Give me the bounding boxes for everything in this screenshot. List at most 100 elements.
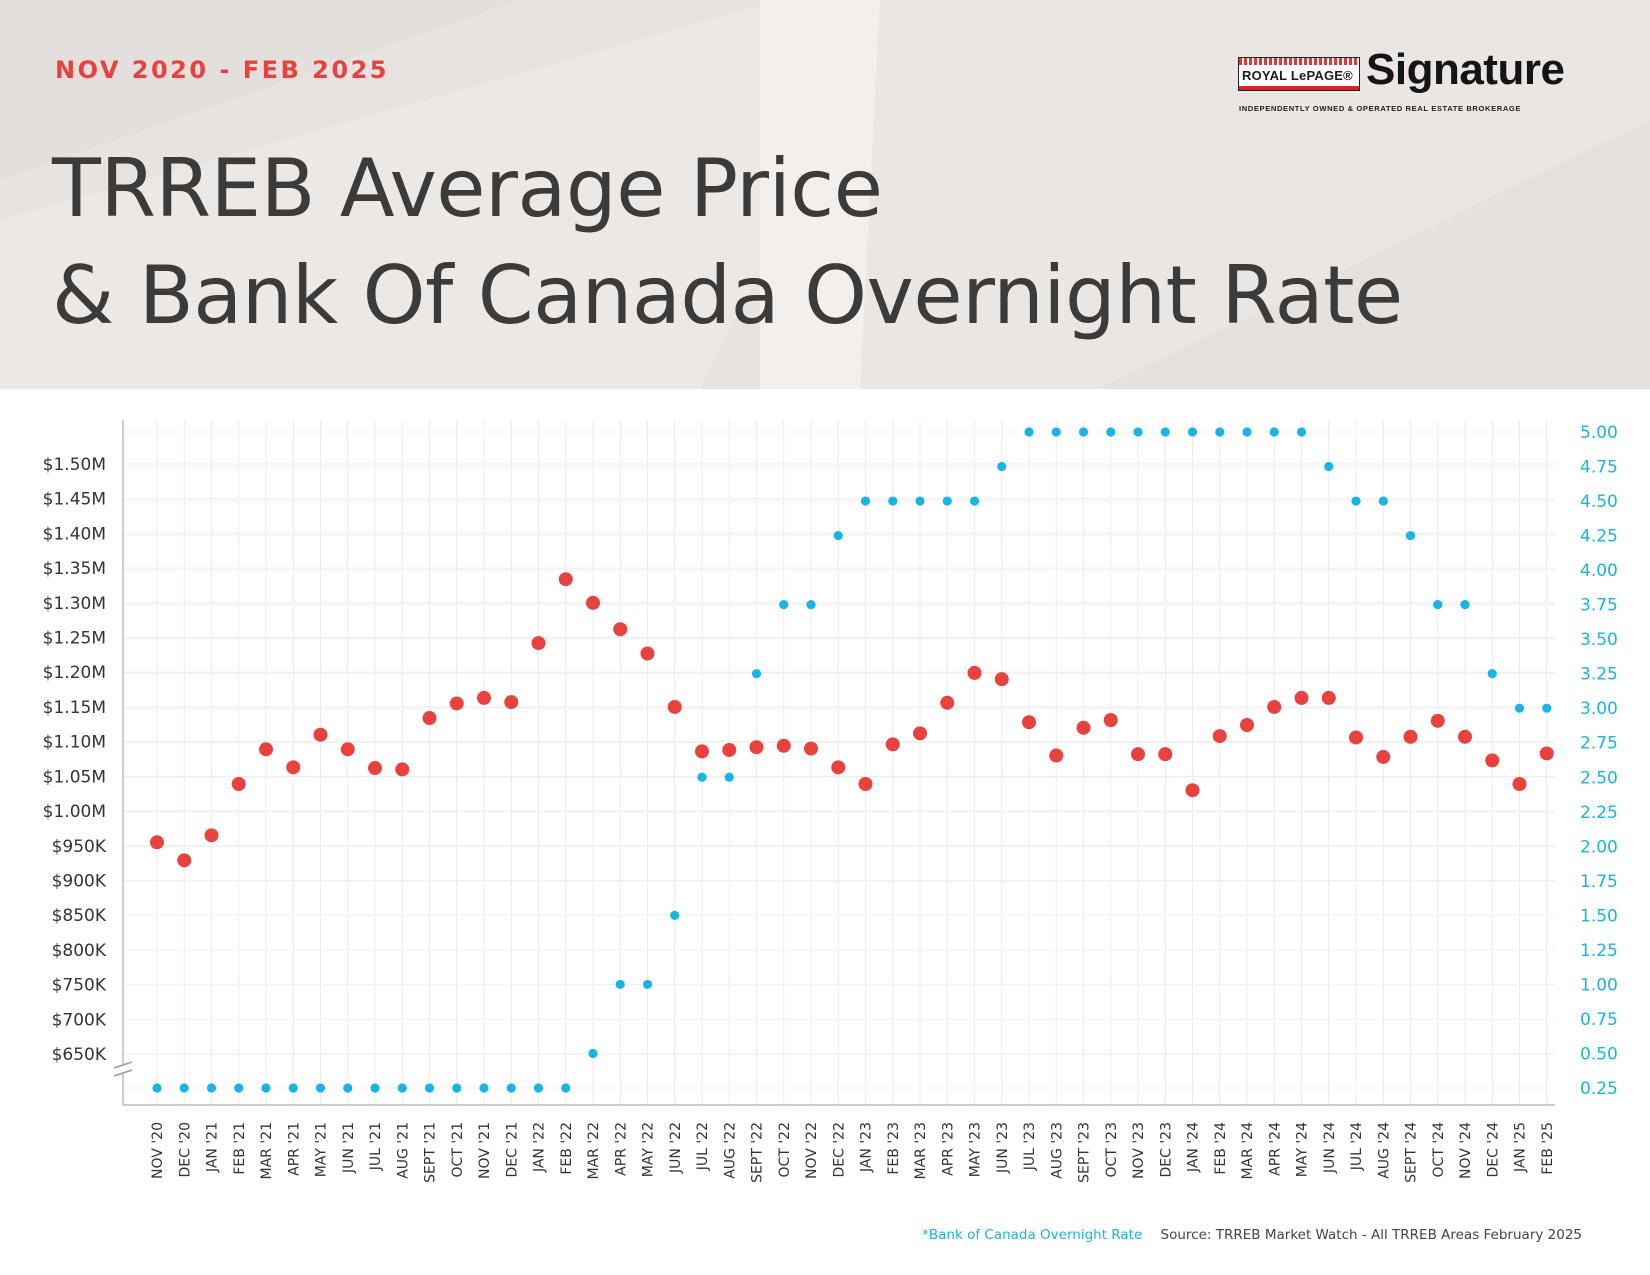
rate-footnote: *Bank of Canada Overnight Rate [922, 1227, 1143, 1243]
price-point [150, 835, 164, 850]
left-tick-label: $800K [52, 941, 107, 961]
rate-point [1324, 461, 1334, 472]
price-rate-chart: $650K $700K $750K $800K $850K $900K $950K $1.00… [43, 420, 1618, 1183]
rate-point [615, 979, 625, 990]
left-tick-label: $1.10M [43, 733, 106, 753]
rate-point [642, 979, 653, 990]
x-tick-label: NOV '22 [804, 1122, 820, 1179]
axis-break-gap [115, 1064, 131, 1074]
price-point [967, 665, 982, 680]
price-point [749, 740, 764, 755]
price-point [667, 699, 682, 714]
x-tick-label: OCT '22 [777, 1122, 793, 1177]
right-tick-label: 2.25 [1580, 803, 1618, 823]
x-tick-label: DEC '24 [1485, 1122, 1501, 1178]
left-tick-label: $850K [52, 906, 107, 926]
axis-break-mark [113, 1069, 133, 1077]
x-tick-label: DEC '22 [831, 1122, 847, 1178]
price-point [259, 742, 273, 757]
right-tick-label: 4.25 [1580, 527, 1618, 547]
axis-break-mark [113, 1061, 133, 1069]
x-tick-label: OCT '24 [1431, 1122, 1447, 1178]
x-tick-label: APR '22 [613, 1122, 629, 1176]
x-tick-label: OCT '23 [1104, 1122, 1120, 1177]
x-tick-label: OCT '21 [450, 1122, 466, 1177]
rate-point [424, 1083, 435, 1093]
left-tick-label: $950K [52, 837, 107, 857]
right-tick-label: 4.75 [1580, 458, 1618, 478]
title-line-1: TRREB Average Price [52, 142, 883, 235]
price-point [422, 711, 437, 726]
rate-point [779, 600, 789, 610]
price-point [1131, 747, 1145, 762]
price-point [831, 760, 846, 775]
rate-point [1242, 427, 1252, 437]
right-tick-label: 1.25 [1580, 941, 1618, 961]
right-tick-label: 2.75 [1580, 734, 1618, 754]
left-tick-label: $1.05M [43, 767, 106, 787]
rate-point [1024, 427, 1034, 437]
rate-point [724, 772, 734, 782]
price-point [504, 695, 519, 710]
rate-point [1296, 427, 1307, 437]
x-tick-label: APR '24 [1267, 1122, 1283, 1176]
rate-point [1215, 427, 1225, 437]
price-point [1430, 713, 1445, 728]
right-tick-label: 2.50 [1580, 768, 1618, 788]
rate-point [588, 1048, 598, 1059]
price-point [804, 741, 818, 756]
price-point [286, 760, 301, 775]
right-tick-label: 0.50 [1580, 1044, 1618, 1064]
x-tick-label: MAY '24 [1295, 1122, 1311, 1177]
rate-point [1433, 600, 1443, 610]
right-tick-label: 5.00 [1580, 423, 1618, 443]
x-tick-label: SEPT '23 [1077, 1122, 1093, 1183]
rate-point [969, 496, 980, 506]
right-tick-label: 4.50 [1580, 492, 1618, 512]
price-point [1539, 746, 1554, 761]
price-point [940, 695, 955, 710]
rate-point [206, 1083, 217, 1093]
price-point [1185, 783, 1200, 798]
x-tick-label: MAY '23 [968, 1122, 984, 1177]
rate-point [1133, 427, 1143, 437]
price-point [913, 726, 927, 741]
logo-wordmark: Signature [1366, 45, 1565, 94]
price-point [1103, 713, 1118, 728]
left-tick-label: $700K [52, 1010, 107, 1030]
rate-point [1460, 600, 1470, 610]
rate-point [370, 1083, 380, 1093]
x-tick-label: JUL '23 [1022, 1122, 1038, 1171]
price-point [586, 595, 600, 610]
x-tick-label: FEB '25 [1540, 1122, 1556, 1175]
source-note: Source: TRREB Market Watch - All TRREB A… [1160, 1227, 1582, 1243]
rate-point [452, 1083, 462, 1093]
price-point [1485, 753, 1500, 768]
price-point [1076, 720, 1091, 735]
price-point [994, 672, 1009, 687]
price-point [177, 853, 192, 868]
left-tick-label: $1.30M [43, 594, 106, 614]
right-tick-label: 3.75 [1580, 596, 1618, 616]
x-tick-label: NOV '20 [150, 1122, 166, 1179]
price-point [477, 690, 491, 705]
rate-point [1187, 427, 1198, 437]
x-tick-label: JUN '22 [668, 1122, 684, 1174]
x-tick-label: FEB '23 [886, 1122, 902, 1175]
x-tick-label: APR '23 [940, 1122, 956, 1176]
x-tick-label: NOV '24 [1458, 1122, 1474, 1179]
right-tick-label: 3.00 [1580, 699, 1618, 719]
x-tick-label: MAR '21 [259, 1122, 275, 1180]
right-tick-label: 0.25 [1580, 1079, 1618, 1099]
x-tick-label: AUG '24 [1376, 1122, 1392, 1179]
left-tick-label: $650K [52, 1045, 107, 1065]
left-tick-label: $1.40M [43, 524, 106, 544]
rate-point [1160, 427, 1170, 437]
x-tick-label: JUL '24 [1349, 1122, 1365, 1171]
page-title: TRREB Average Price & Bank Of Canada Ove… [52, 135, 1403, 349]
x-tick-label: AUG '21 [395, 1122, 411, 1179]
x-tick-label: JUN '23 [995, 1122, 1011, 1174]
rate-point [561, 1083, 571, 1093]
right-tick-label: 3.25 [1580, 665, 1618, 685]
x-tick-label: DEC '23 [1158, 1122, 1174, 1178]
